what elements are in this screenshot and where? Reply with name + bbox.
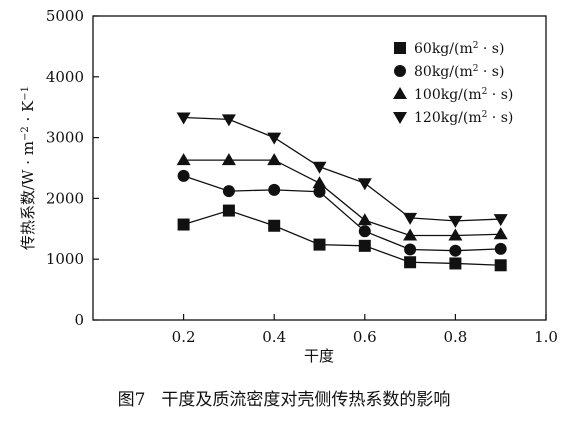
data-point	[494, 242, 507, 255]
data-point	[176, 153, 191, 166]
legend-marker	[393, 112, 407, 124]
series-line	[183, 209, 501, 266]
legend-item: 80kg/(m2 · s)	[394, 64, 504, 80]
legend-label: 100kg/(m2 · s)	[414, 87, 513, 103]
y-tick-label: 4000	[46, 68, 84, 86]
y-axis-title-main: 传热系数/W · m	[19, 141, 37, 250]
y-axis-title-sup1: −2	[20, 126, 31, 141]
y-tick-label: 3000	[46, 129, 84, 147]
data-point	[448, 215, 463, 228]
figure-caption: 图7 干度及质流密度对壳侧传热系数的影响	[118, 390, 451, 410]
series-4	[176, 112, 508, 228]
legend: 60kg/(m2 · s)80kg/(m2 · s)100kg/(m2 · s)…	[393, 41, 513, 126]
legend-label-tail: · s)	[478, 41, 504, 57]
legend-label: 60kg/(m2 · s)	[414, 41, 504, 57]
data-point	[358, 239, 371, 252]
series-layer	[176, 112, 508, 272]
data-point	[312, 161, 327, 174]
data-point	[494, 259, 507, 272]
caption-text: 干度及质流密度对壳侧传热系数的影响	[161, 390, 450, 410]
series-2	[177, 169, 507, 257]
data-point	[313, 185, 326, 198]
series-line	[183, 175, 501, 252]
legend-marker	[394, 42, 406, 54]
data-point	[403, 228, 418, 241]
legend-label-tail: · s)	[487, 87, 513, 103]
series-line	[183, 116, 501, 222]
x-tick-label: 0.8	[443, 328, 467, 346]
legend-label-tail: · s)	[487, 110, 513, 126]
y-axis-title-mid: · K	[19, 100, 37, 126]
legend-label-base: 80kg/(m	[414, 64, 473, 80]
legend-label-base: 120kg/(m	[414, 110, 482, 126]
data-point	[177, 169, 190, 182]
data-point	[222, 185, 235, 198]
x-tick-label: 0.4	[262, 328, 286, 346]
y-axis-title: 传热系数/W · m−2 · K−1	[19, 86, 37, 250]
legend-item: 120kg/(m2 · s)	[393, 110, 513, 126]
data-point	[268, 219, 281, 232]
legend-label-sup: 2	[482, 87, 488, 97]
data-point	[357, 213, 372, 226]
data-point	[449, 244, 462, 257]
data-point	[448, 228, 463, 241]
series-1	[177, 204, 507, 272]
legend-marker	[394, 65, 406, 77]
x-tick-label: 0.2	[172, 328, 196, 346]
data-point	[404, 243, 417, 256]
y-axis-title-sup2: −1	[20, 86, 31, 101]
x-tick-label: 0.6	[353, 328, 377, 346]
data-point	[176, 112, 191, 125]
data-point	[222, 204, 235, 217]
legend-label: 80kg/(m2 · s)	[414, 64, 504, 80]
y-axis-ticks: 0 1000 2000 3000 4000 5000	[46, 7, 99, 329]
data-point	[449, 257, 462, 270]
x-axis-ticks: 0.2 0.4 0.6 0.8 1.0	[172, 314, 558, 346]
legend-marker	[393, 87, 407, 99]
legend-label-base: 100kg/(m	[414, 87, 482, 103]
series-line	[183, 159, 501, 237]
data-point	[493, 227, 508, 240]
x-tick-label: 1.0	[534, 328, 558, 346]
data-point	[313, 238, 326, 251]
data-point	[493, 214, 508, 227]
plot-frame	[92, 15, 547, 321]
legend-label-base: 60kg/(m	[414, 41, 473, 57]
data-point	[221, 153, 236, 166]
y-tick-label: 2000	[46, 189, 84, 207]
x-axis-title: 干度	[304, 347, 334, 365]
data-point	[357, 178, 372, 191]
legend-label-sup: 2	[482, 110, 488, 120]
data-point	[221, 114, 236, 127]
series-3	[176, 153, 508, 241]
y-tick-label: 0	[74, 311, 84, 329]
legend-label-tail: · s)	[478, 64, 504, 80]
data-point	[312, 176, 327, 189]
data-point	[177, 218, 190, 231]
legend-label-sup: 2	[473, 41, 479, 51]
data-point	[267, 153, 282, 166]
data-point	[403, 212, 418, 225]
y-tick-label: 5000	[46, 7, 84, 25]
legend-item: 100kg/(m2 · s)	[393, 87, 513, 103]
data-point	[267, 132, 282, 145]
data-point	[404, 256, 417, 269]
y-tick-label: 1000	[46, 250, 84, 268]
legend-label: 120kg/(m2 · s)	[414, 110, 513, 126]
legend-item: 60kg/(m2 · s)	[394, 41, 504, 57]
data-point	[268, 183, 281, 196]
data-point	[358, 225, 371, 238]
legend-label-sup: 2	[473, 64, 479, 74]
caption-label: 图7	[118, 390, 146, 410]
